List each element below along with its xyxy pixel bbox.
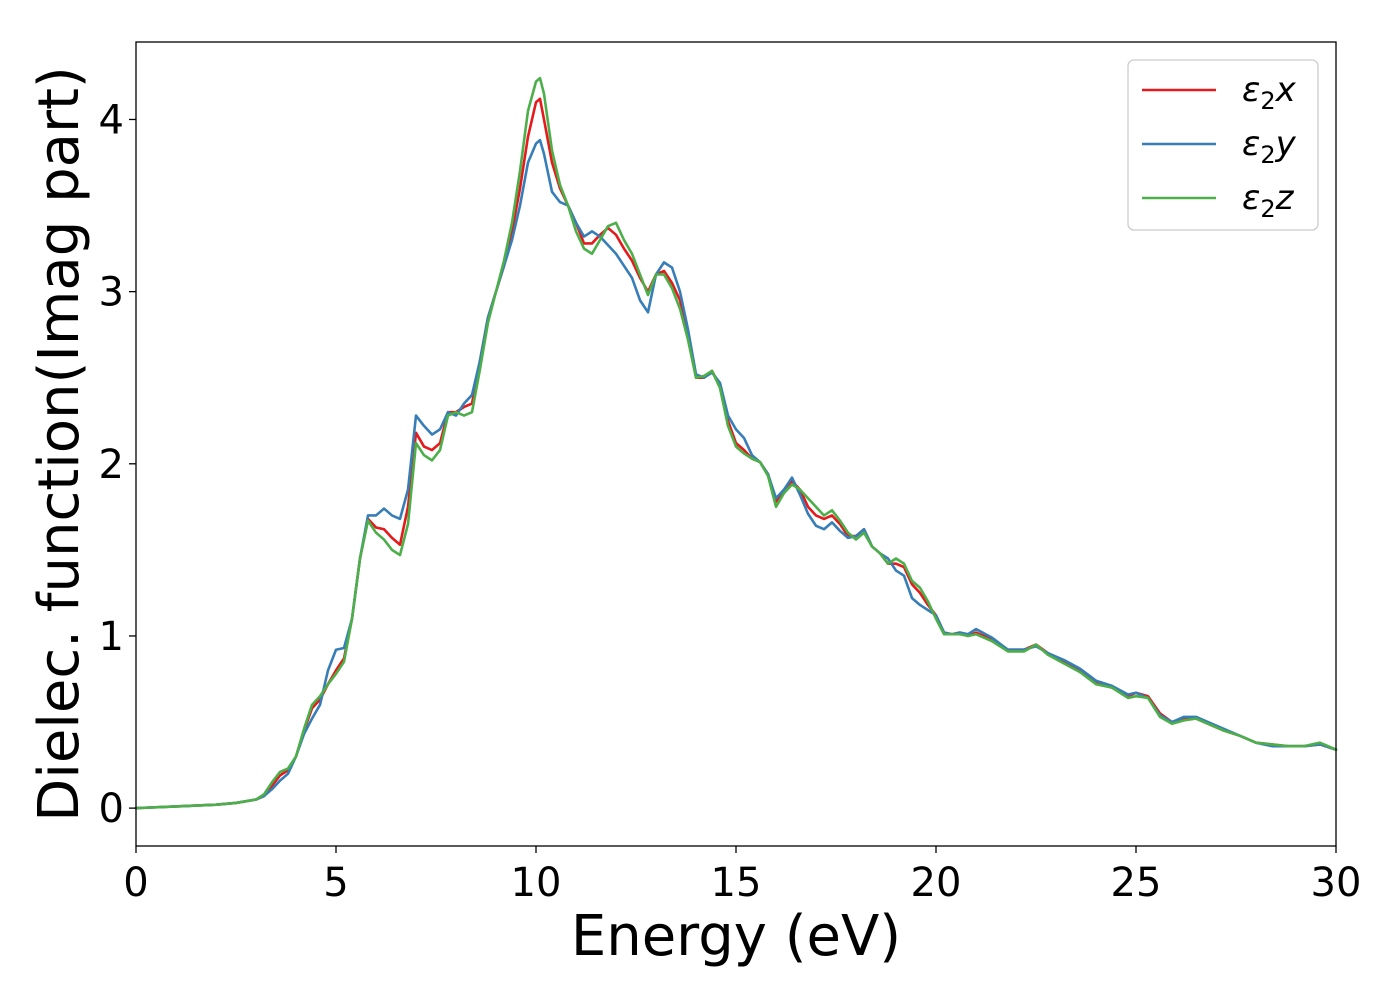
y-tick-label: 1 xyxy=(99,614,124,660)
x-tick-label: 25 xyxy=(1111,860,1162,906)
y-axis-label: Dielec. function(Imag part) xyxy=(27,66,92,822)
x-tick-label: 20 xyxy=(911,860,962,906)
x-tick-label: 0 xyxy=(123,860,148,906)
y-tick-label: 3 xyxy=(99,270,124,316)
x-axis-label: Energy (eV) xyxy=(571,904,901,969)
y-tick-label: 4 xyxy=(99,97,124,143)
x-tick-label: 15 xyxy=(711,860,762,906)
x-tick-label: 30 xyxy=(1311,860,1362,906)
x-tick-label: 5 xyxy=(323,860,348,906)
y-tick-label: 2 xyxy=(99,442,124,488)
x-tick-label: 10 xyxy=(511,860,562,906)
y-tick-label: 0 xyxy=(99,786,124,832)
